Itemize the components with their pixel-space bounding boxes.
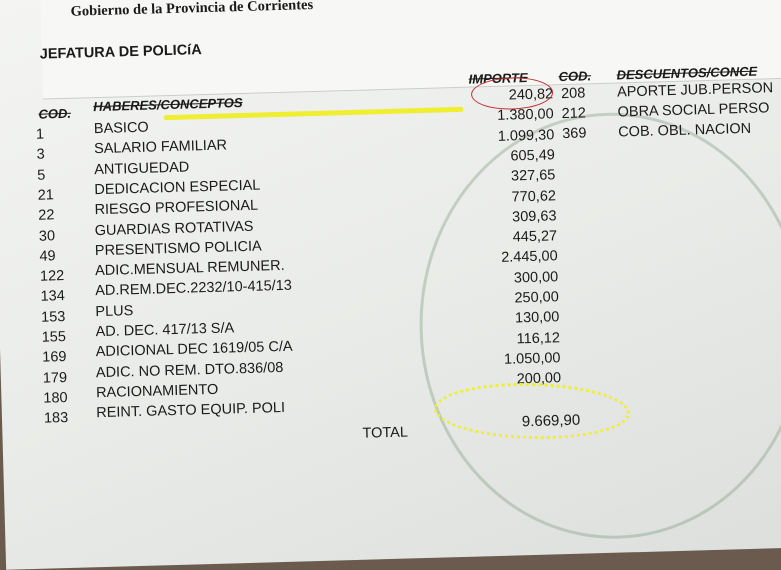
haber-cod: 179 [42, 369, 68, 387]
col-haberes: HABERES/CONCEPTOS [93, 94, 243, 115]
haber-concepto: BASICO [93, 119, 149, 138]
descuento-cod: 208 [560, 85, 586, 103]
haber-cod: 155 [41, 329, 67, 346]
haber-cod: 153 [40, 308, 66, 326]
haber-cod: 21 [37, 187, 55, 204]
haber-concepto: RIESGO PROFESIONAL [94, 197, 259, 219]
descuento-concepto: OBRA SOCIAL PERSO [617, 100, 770, 121]
haber-importe: 445,27 [512, 228, 558, 246]
haber-importe: 309,63 [511, 208, 557, 226]
col-cod2: COD. [558, 68, 592, 85]
haber-cod: 183 [43, 410, 69, 427]
descuento-cod: 212 [561, 105, 587, 123]
haber-concepto: PRESENTISMO POLICIA [94, 238, 262, 259]
haber-cod: 3 [36, 146, 45, 164]
haber-importe: 605,49 [510, 147, 556, 165]
descuento-concepto: COB. OBL. NACION [618, 120, 752, 141]
total-label: TOTAL [362, 424, 409, 442]
haber-importe: 130,00 [514, 309, 560, 327]
haber-importe: 250,00 [514, 289, 560, 307]
descuento-concepto: APORTE JUB.PERSON [616, 80, 774, 101]
haber-importe: 1.050,00 [503, 350, 561, 368]
haber-cod: 169 [42, 349, 67, 366]
col-cod: COD. [38, 105, 72, 122]
haber-concepto: SALARIO FAMILIAR [93, 137, 228, 158]
haber-cod: 1 [35, 126, 45, 143]
haber-concepto: RACIONAMIENTO [95, 381, 219, 402]
haber-cod: 134 [40, 288, 66, 306]
haber-importe: 770,62 [511, 187, 557, 206]
haber-concepto: AD.REM.DEC.2232/10-415/13 [95, 278, 293, 300]
haber-cod: 22 [38, 207, 55, 224]
haber-importe: 2.445,00 [501, 248, 558, 267]
red-circle-annotation [470, 76, 554, 111]
haber-concepto: GUARDIAS ROTATIVAS [94, 218, 254, 239]
haber-concepto: ADIC.MENSUAL REMUNER. [94, 257, 285, 280]
haber-concepto: ADICIONAL DEC 1619/05 C/A [95, 338, 293, 361]
haber-cod: 30 [38, 227, 56, 245]
haber-importe: 300,00 [513, 268, 559, 287]
haber-concepto: PLUS [95, 302, 134, 320]
haber-importe: 1.099,30 [497, 126, 555, 145]
haber-cod: 49 [39, 248, 56, 265]
haber-concepto: ANTIGUEDAD [94, 159, 190, 178]
haber-cod: 122 [39, 268, 65, 285]
haber-cod: 5 [36, 167, 46, 184]
haber-concepto: AD. DEC. 417/13 S/A [95, 320, 235, 341]
haber-concepto: REINT. GASTO EQUIP. POLI [96, 400, 286, 422]
haber-importe: 327,65 [510, 167, 556, 185]
haber-concepto: ADIC. NO REM. DTO.836/08 [95, 359, 284, 381]
descuento-cod: 369 [562, 125, 587, 143]
haber-cod: 180 [43, 389, 68, 407]
haber-importe: 116,12 [516, 329, 561, 348]
haber-concepto: DEDICACION ESPECIAL [94, 177, 261, 199]
